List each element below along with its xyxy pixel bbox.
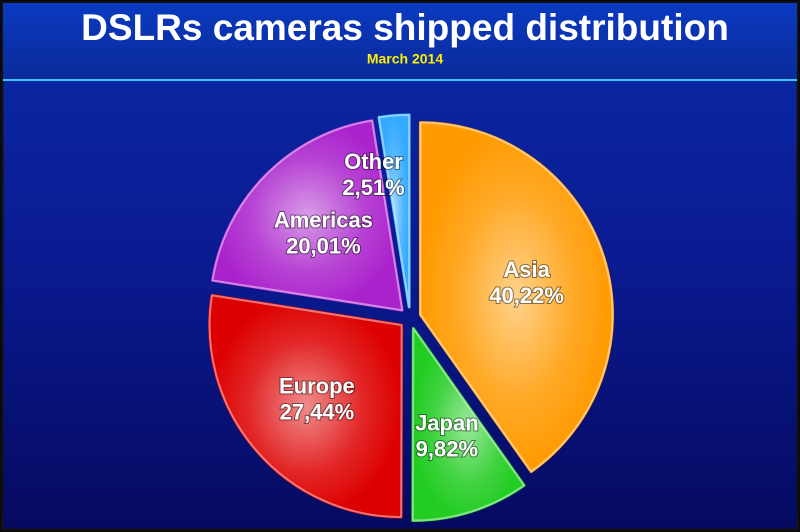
slice-value-label: 9,82% xyxy=(416,437,478,462)
slice-name: Americas xyxy=(274,208,373,233)
slice-value-label: 20,01% xyxy=(286,234,361,259)
slice-shine xyxy=(211,119,404,312)
slice-shine xyxy=(411,327,526,522)
slice-name: Japan xyxy=(415,411,479,436)
header-band xyxy=(3,3,797,79)
chart-title: DSLRs cameras shipped distribution xyxy=(81,7,729,48)
slice-shine xyxy=(208,294,403,519)
slice-value-label: 40,22% xyxy=(489,283,564,308)
slice-name: Other xyxy=(344,149,403,174)
slice-shine xyxy=(377,114,411,309)
slice-shine xyxy=(419,121,614,473)
slice-value-label: 27,44% xyxy=(280,399,355,424)
slice-name: Asia xyxy=(503,257,550,282)
slice-value-label: 2,51% xyxy=(342,175,404,200)
slice-name: Europe xyxy=(279,373,355,398)
chart-subtitle: March 2014 xyxy=(367,51,443,67)
